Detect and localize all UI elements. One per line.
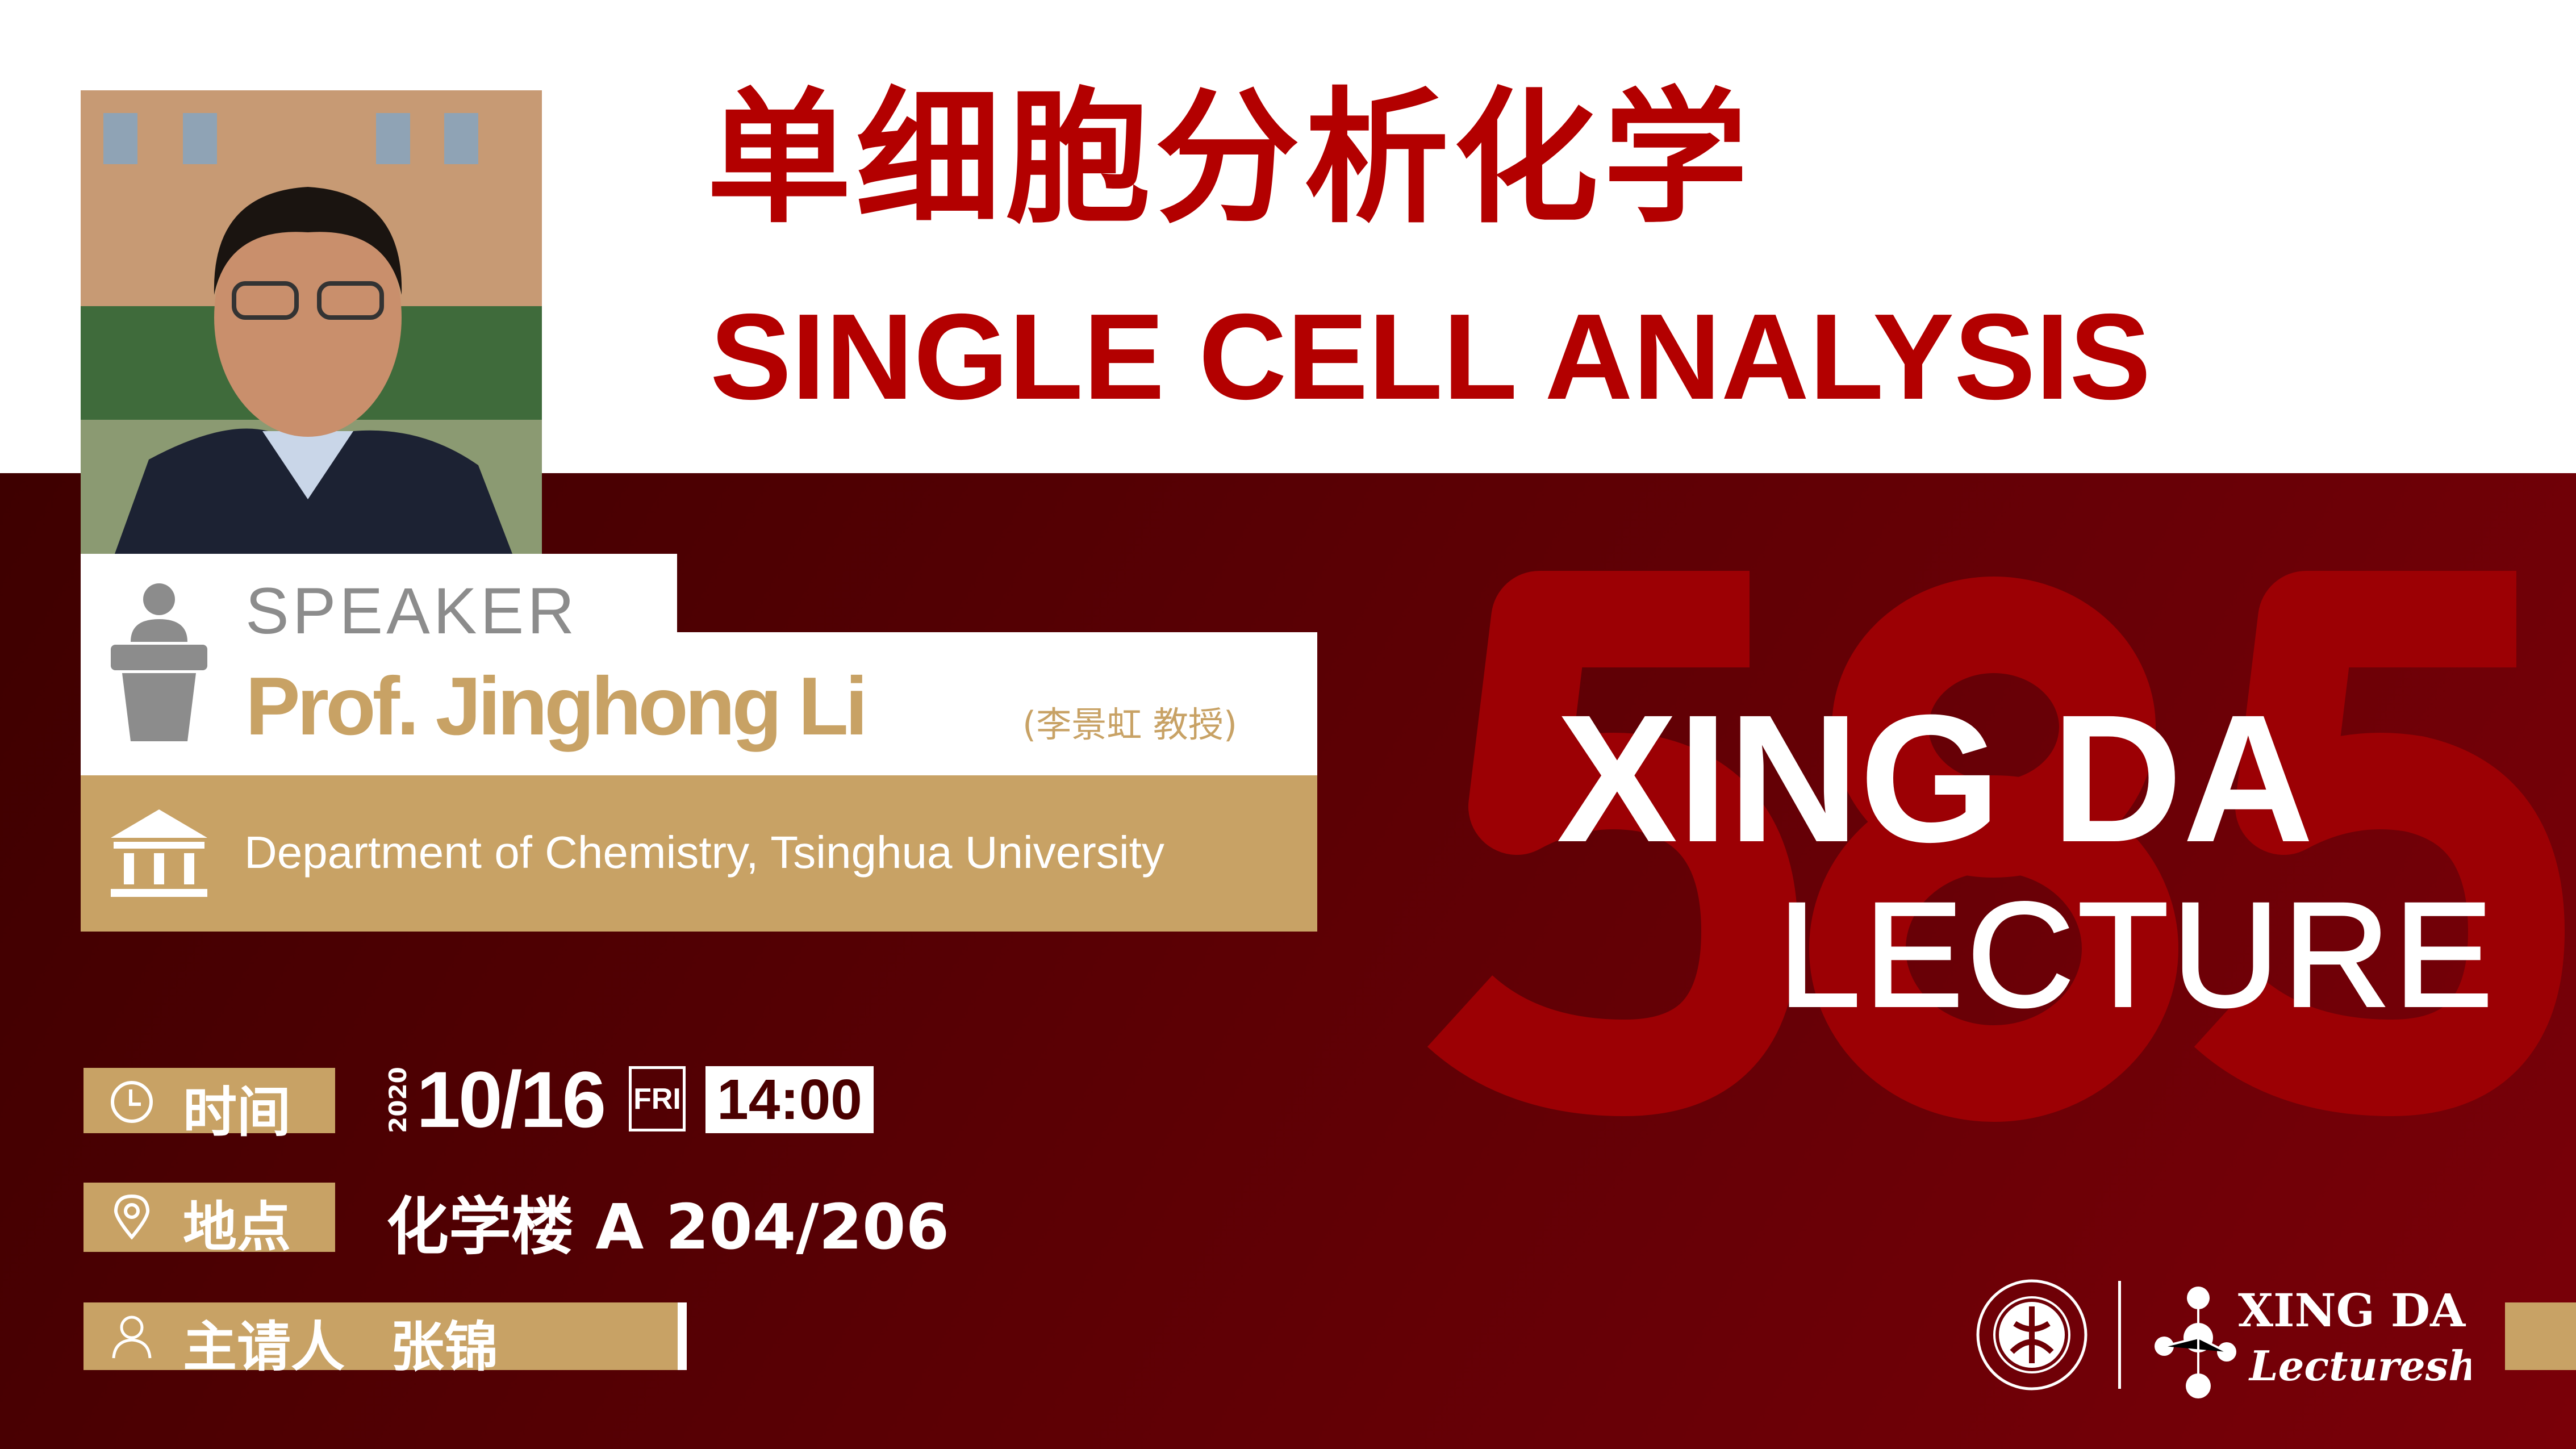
time-badge: 14:00 xyxy=(705,1066,874,1133)
series-number-watermark xyxy=(1427,571,2565,1122)
speaker-card-extension xyxy=(81,632,1317,775)
title-english: SINGLE CELL ANALYSIS xyxy=(710,288,2151,425)
location-label: 地点 xyxy=(183,1196,291,1259)
weekday-badge: FRI xyxy=(629,1066,686,1131)
pku-seal-logo xyxy=(1976,1279,2087,1390)
host-name: 张锦 xyxy=(390,1316,499,1379)
affiliation-bar xyxy=(81,775,1317,932)
location-value: 化学楼 A 204/206 xyxy=(386,1191,950,1263)
institution-icon xyxy=(111,809,207,897)
clock-icon xyxy=(111,1081,153,1123)
gold-accent-block xyxy=(2505,1302,2576,1370)
speaker-affiliation: Department of Chemistry, Tsinghua Univer… xyxy=(244,827,1164,878)
xingda-lectureship-logo: XING DA Lectureship xyxy=(2155,1284,2471,1398)
person-icon xyxy=(112,1316,152,1359)
time-label: 时间 xyxy=(183,1081,291,1144)
time-label-box: 时间 xyxy=(83,1068,335,1144)
series-subtitle: LECTURE xyxy=(1777,871,2496,1038)
year: 2020 xyxy=(384,1067,412,1133)
speaker-photo xyxy=(81,90,542,554)
title-chinese: 单细胞分析化学 xyxy=(707,74,1753,243)
speaker-name-chinese: (李景虹 教授) xyxy=(1022,704,1238,745)
speaker-name: Prof. Jinghong Li xyxy=(245,660,868,752)
svg-text:XING DA: XING DA xyxy=(2238,1284,2466,1337)
svg-text:Lectureship: Lectureship xyxy=(2248,1342,2471,1390)
podium-icon xyxy=(111,583,207,741)
series-title: XING DA xyxy=(1556,677,2314,880)
host-label: 主请人 xyxy=(183,1316,345,1379)
logo-divider xyxy=(2118,1281,2121,1389)
date: 10/16 xyxy=(416,1055,606,1144)
speaker-card xyxy=(81,554,677,633)
host-box: 主请人 张锦 xyxy=(83,1302,687,1379)
speaker-label: SPEAKER xyxy=(245,575,578,648)
location-pin-icon xyxy=(114,1194,150,1239)
location-label-box: 地点 xyxy=(83,1183,335,1259)
